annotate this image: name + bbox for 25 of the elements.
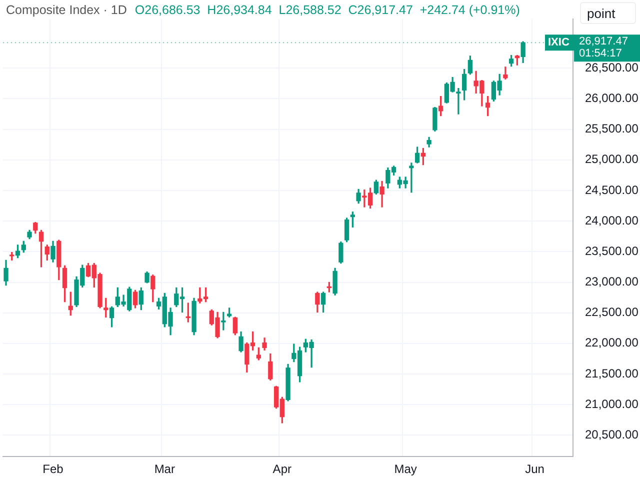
y-tick-label: 20,500.00 (585, 428, 639, 442)
y-tick-label: 25,000.00 (585, 152, 639, 166)
y-tick-label: 21,500.00 (585, 366, 639, 380)
y-tick-label: 21,000.00 (585, 396, 639, 411)
y-tick-label: 22,000.00 (585, 336, 639, 350)
y-tick-label: 26,000.00 (585, 91, 639, 106)
text: 01:54:17 (579, 48, 622, 60)
y-tick-label: 23,500.00 (585, 244, 639, 258)
x-tick-label: Apr (272, 462, 292, 476)
x-tick-label: Mar (154, 462, 175, 476)
x-tick-label: Jun (525, 462, 544, 476)
y-tick-label: 23,000.00 (585, 274, 639, 289)
y-tick-label: 24,500.00 (585, 182, 639, 197)
y-tick-label: 25,500.00 (585, 122, 639, 136)
candlestick (456, 88, 461, 114)
y-tick-label: 24,000.00 (585, 213, 639, 228)
x-tick-label: May (394, 462, 417, 476)
ref-line-label: IXIC (548, 36, 570, 49)
y-tick-label: 26,500.00 (585, 60, 639, 74)
chart-title: Composite Index · 1D (6, 3, 127, 17)
chart-subtitle: O26,686.53 H26,934.84 L26,588.52 C26,917.47 +242.74 (+0.91%) (134, 3, 520, 17)
text: 26,917.47 (579, 36, 628, 48)
y-axis-title: point (580, 2, 636, 24)
y-tick-label: 22,500.00 (585, 305, 639, 320)
x-tick-label: Feb (42, 462, 64, 476)
